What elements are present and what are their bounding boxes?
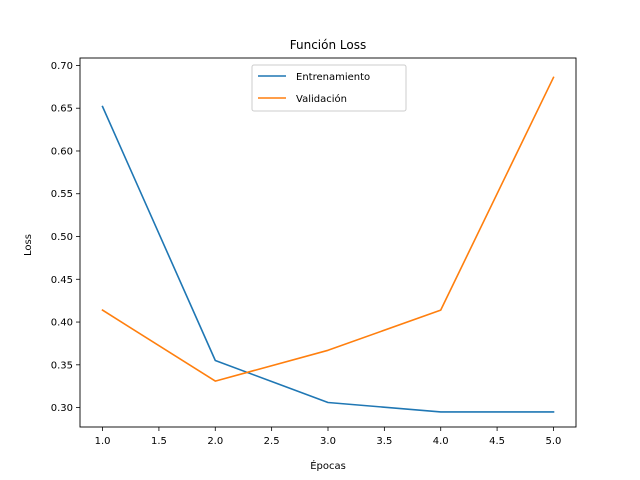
series-line-1 (101, 105, 555, 413)
plot-area: 1.0 1.5 2.0 2.5 3.0 3.5 4.0 4.5 5.0 0.30 0.35 0.40 0… (51, 57, 577, 447)
x-tick-label: 2.0 (207, 436, 223, 447)
y-axis-label: Loss (23, 234, 34, 256)
y-tick-label: 0.60 (51, 146, 73, 157)
x-tick-label: 3.0 (320, 436, 336, 447)
x-tick-label: 1.0 (95, 436, 111, 447)
x-tick-label: 3.5 (376, 436, 392, 447)
y-tick-label: 0.65 (51, 104, 73, 115)
x-tick-label: 2.5 (264, 436, 280, 447)
plot-frame (79, 57, 577, 428)
y-tick-label: 0.55 (51, 189, 73, 200)
x-axis-label: Épocas (310, 459, 346, 472)
series-line-2 (101, 76, 555, 382)
y-tick-label: 0.50 (51, 232, 73, 243)
x-tick-label: 4.0 (433, 436, 449, 447)
x-tick-label: 4.5 (489, 436, 505, 447)
legend: Entrenamiento Validación (251, 64, 407, 112)
y-tick-label: 0.40 (51, 318, 73, 329)
y-tick-label: 0.35 (51, 360, 73, 371)
legend-box (251, 64, 407, 112)
y-tick-label: 0.30 (51, 403, 73, 414)
y-tick-label: 0.70 (51, 61, 73, 72)
legend-label-1: Entrenamiento (296, 72, 370, 83)
legend-label-2: Validación (296, 93, 347, 105)
x-tick-label: 5.0 (546, 436, 562, 447)
chart-title: Función Loss (290, 38, 366, 52)
x-tick-label: 1.5 (151, 436, 167, 447)
y-tick-label: 0.45 (51, 275, 73, 286)
